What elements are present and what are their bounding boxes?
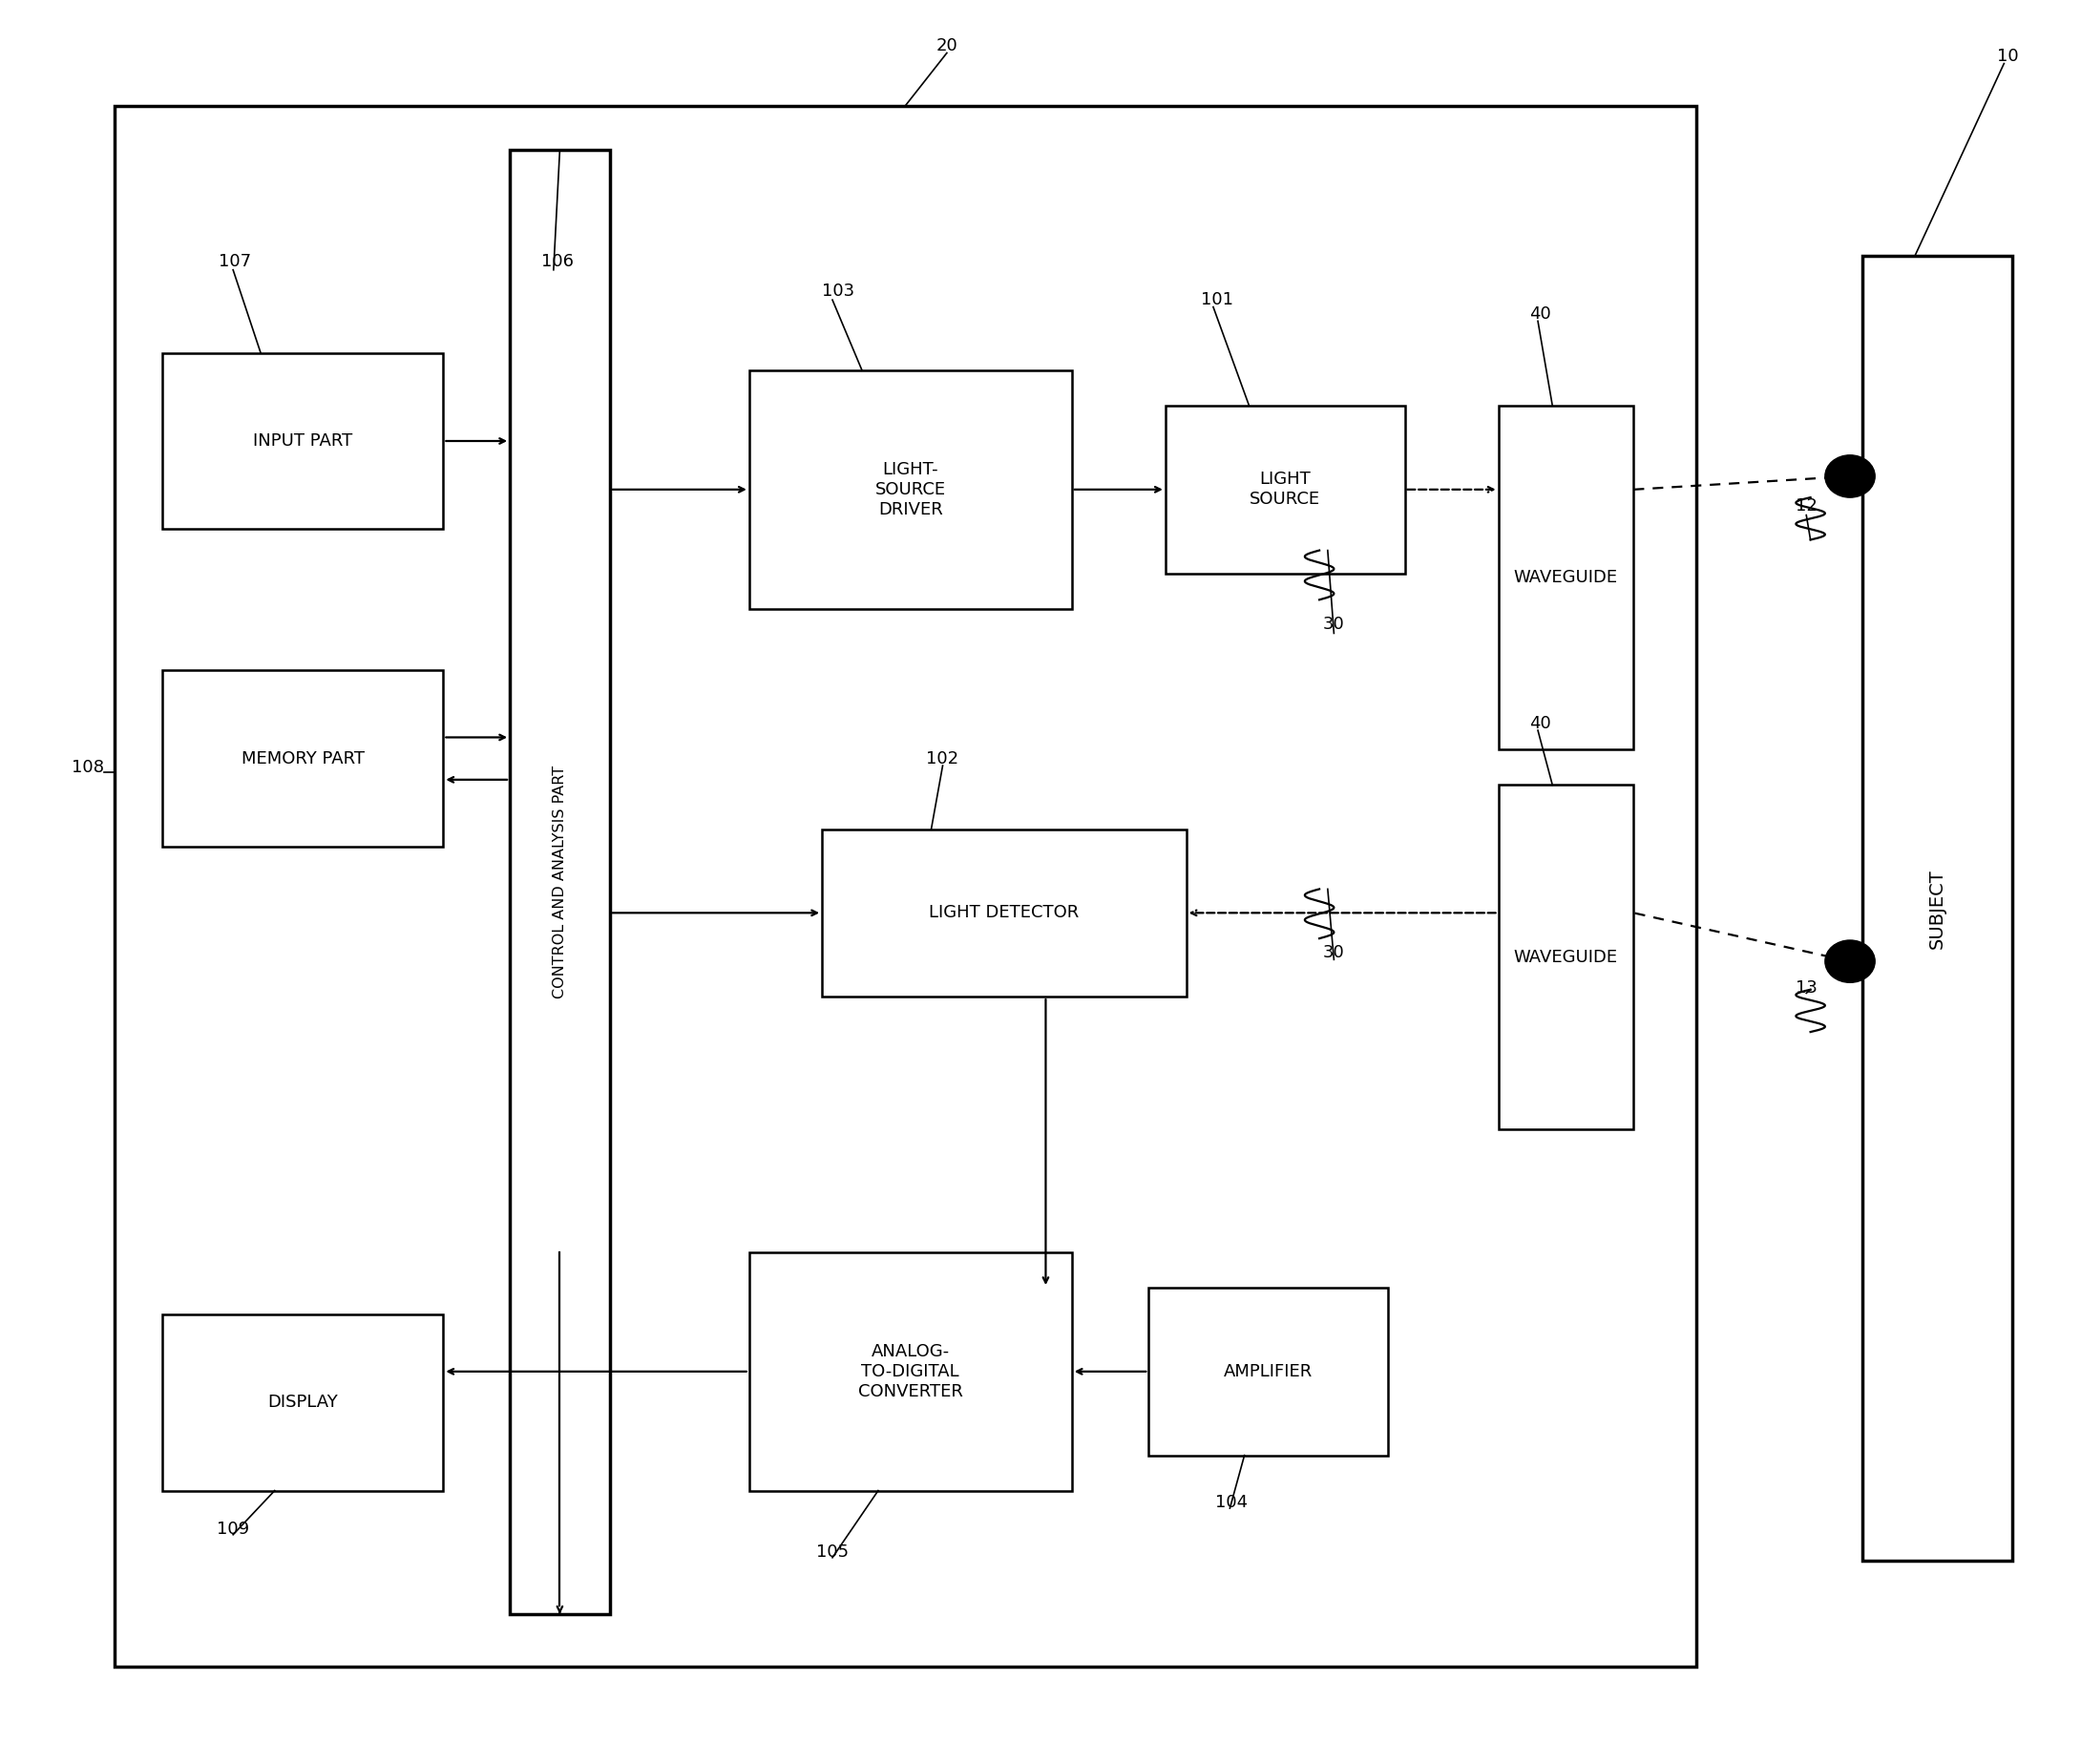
Text: 109: 109 [216,1521,250,1538]
Text: AMPLIFIER: AMPLIFIER [1224,1364,1313,1379]
Text: 13: 13 [1796,979,1817,997]
Text: LIGHT
SOURCE: LIGHT SOURCE [1249,471,1321,508]
Text: 104: 104 [1215,1494,1249,1512]
Bar [1862,256,2012,1561]
Text: ANALOG-
TO-DIGITAL
CONVERTER: ANALOG- TO-DIGITAL CONVERTER [857,1342,964,1401]
Text: MEMORY PART: MEMORY PART [241,750,364,767]
Text: 12: 12 [1796,497,1817,515]
Bar [749,1252,1072,1491]
Bar [822,829,1186,997]
Bar [162,670,443,847]
Text: DISPLAY: DISPLAY [268,1394,337,1411]
Text: WAVEGUIDE: WAVEGUIDE [1513,570,1619,586]
Text: 108: 108 [71,759,104,776]
Text: 30: 30 [1324,616,1344,633]
Text: 40: 40 [1530,305,1550,323]
Bar [749,370,1072,609]
Bar [1498,406,1634,750]
Bar [114,106,1696,1667]
Text: 107: 107 [219,252,252,270]
Text: SUBJECT: SUBJECT [1929,868,1946,949]
Text: 40: 40 [1530,714,1550,732]
Text: 105: 105 [816,1544,849,1561]
Bar [510,150,610,1614]
Text: 10: 10 [1998,48,2019,65]
Text: 20: 20 [936,37,957,55]
Bar [1498,785,1634,1129]
Text: 101: 101 [1201,291,1234,309]
Bar [1149,1288,1388,1455]
Bar [162,1314,443,1491]
Text: CONTROL AND ANALYSIS PART: CONTROL AND ANALYSIS PART [554,766,566,998]
Text: LIGHT-
SOURCE
DRIVER: LIGHT- SOURCE DRIVER [874,460,947,519]
Text: LIGHT DETECTOR: LIGHT DETECTOR [928,905,1080,921]
Text: 106: 106 [541,252,574,270]
Circle shape [1825,455,1875,497]
Text: WAVEGUIDE: WAVEGUIDE [1513,949,1619,965]
Bar [1165,406,1405,573]
Text: 103: 103 [822,282,855,300]
Text: INPUT PART: INPUT PART [254,432,352,450]
Text: 102: 102 [926,750,959,767]
Circle shape [1825,940,1875,983]
Text: 30: 30 [1324,944,1344,961]
Bar [162,353,443,529]
